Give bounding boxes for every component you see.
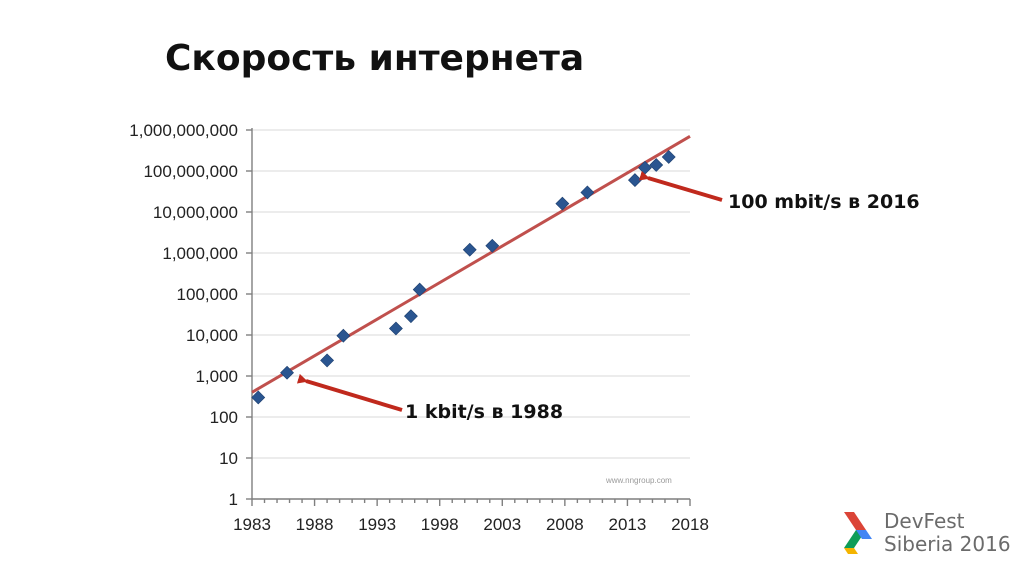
x-tick-label: 1988 [296,515,334,534]
y-tick-label: 1,000 [195,367,238,386]
data-point [661,150,676,164]
data-point [462,242,477,257]
data-point [555,196,570,211]
y-tick-label: 1,000,000 [162,244,238,263]
y-tick-label: 100,000,000 [143,162,238,181]
data-point [485,238,500,253]
x-tick-label: 2003 [483,515,521,534]
data-point [580,185,595,200]
x-tick-label: 1998 [421,515,459,534]
logo-line-2: Siberia 2016 [884,532,1011,556]
x-tick-label: 1983 [233,515,271,534]
trend-line [251,135,691,394]
data-point [638,160,652,175]
data-point [320,353,335,368]
devfest-logo: DevFest Siberia 2016 [842,508,1012,558]
data-point [628,173,642,188]
y-tick-label: 1 [229,490,238,509]
x-tick-label: 2018 [671,515,709,534]
y-tick-label: 10 [219,449,238,468]
label-layer: 1 10 100 1,000 10,000 100,000 1,000,000 10,000,… [129,121,709,534]
y-tick-label: 10,000,000 [153,203,238,222]
grid-layer [252,129,690,459]
logo-line-1: DevFest [884,509,965,533]
y-tick-label: 100,000 [177,285,238,304]
data-point [336,328,351,343]
x-tick-label: 2013 [609,515,647,534]
x-tick-label: 2008 [546,515,584,534]
data-point [404,309,418,324]
axis-layer [246,128,691,506]
x-tick-label: 1993 [358,515,396,534]
chart-credit: www.nngroup.com [605,476,672,485]
y-tick-label: 10,000 [186,326,238,345]
slide-title: Скорость интернета [165,38,585,79]
point-layer [251,150,676,405]
speed-chart: 1 10 100 1,000 10,000 100,000 1,000,000 10,000,… [129,121,709,534]
data-point [412,282,427,297]
data-point [280,365,294,380]
chart-panel: 1 10 100 1,000 10,000 100,000 1,000,000 10,000,… [86,106,712,544]
data-point [251,390,266,405]
annotation-100mbit-2016: 100 mbit/s в 2016 [728,191,920,213]
y-tick-label: 1,000,000,000 [129,121,238,140]
devfest-chevron-icon [844,512,872,554]
data-point [649,158,664,172]
y-tick-label: 100 [210,408,238,427]
trend-layer [251,135,691,394]
data-point [388,321,403,336]
